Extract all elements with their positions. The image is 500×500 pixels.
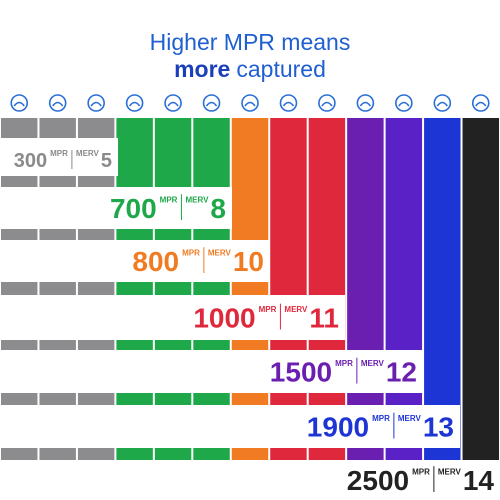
band (0, 240, 270, 282)
mpr-unit: MPR (412, 468, 430, 477)
icon (279, 94, 298, 112)
title-rest: captured (236, 56, 326, 82)
icon (10, 94, 29, 112)
title-line2: more captured (174, 56, 326, 82)
icon-detail (475, 101, 487, 107)
merv-value: 12 (386, 357, 417, 388)
icon (395, 94, 413, 112)
icon (318, 94, 336, 112)
icon-row (10, 94, 490, 112)
band (0, 187, 232, 229)
icon-detail (398, 101, 410, 107)
merv-value: 8 (210, 193, 226, 224)
icon (202, 94, 221, 112)
icon-detail (244, 101, 256, 107)
mpr-value: 700 (110, 193, 157, 224)
icon (433, 94, 452, 112)
merv-unit: MERV (438, 468, 462, 477)
merv-unit: MERV (284, 305, 308, 314)
icon (241, 94, 259, 112)
icon (356, 94, 375, 112)
merv-value: 10 (233, 246, 264, 277)
title-bold: more (174, 56, 230, 82)
band (0, 138, 118, 176)
icon-detail (128, 101, 141, 107)
mpr-value: 1000 (193, 303, 255, 334)
icon-detail (282, 101, 295, 107)
mpr-unit: MPR (372, 414, 390, 423)
icon-detail (321, 101, 333, 107)
merv-unit: MERV (361, 359, 385, 368)
merv-unit: MERV (76, 149, 100, 158)
merv-value: 11 (309, 303, 339, 334)
band (0, 350, 423, 393)
mpr-value: 800 (132, 246, 179, 277)
band (0, 405, 460, 448)
icon (471, 94, 490, 112)
merv-unit: MERV (185, 196, 209, 205)
icon (164, 94, 182, 112)
mpr-value: 300 (14, 150, 47, 172)
icon (48, 94, 67, 112)
merv-value: 13 (423, 412, 454, 443)
mpr-value: 1900 (307, 412, 369, 443)
merv-unit: MERV (398, 414, 422, 423)
band (0, 460, 500, 500)
icon-detail (13, 101, 25, 107)
icon (125, 94, 144, 112)
merv-value: 14 (463, 465, 495, 496)
mpr-value: 2500 (347, 465, 409, 496)
merv-value: 5 (101, 150, 112, 172)
mpr-unit: MPR (335, 359, 353, 368)
mpr-value: 1500 (270, 357, 332, 388)
band (0, 295, 345, 340)
title-line1: Higher MPR means (150, 29, 351, 55)
mpr-unit: MPR (50, 149, 68, 158)
icon-detail (52, 101, 64, 107)
icon-detail (90, 101, 102, 107)
column (462, 118, 499, 500)
mpr-unit: MPR (182, 249, 200, 258)
icon-detail (205, 101, 218, 107)
icon-detail (359, 101, 372, 107)
icon-detail (436, 101, 448, 107)
mpr-unit: MPR (259, 305, 277, 314)
icon (87, 94, 105, 112)
merv-unit: MERV (208, 249, 232, 258)
mpr-unit: MPR (160, 196, 178, 205)
icon-detail (167, 101, 179, 107)
